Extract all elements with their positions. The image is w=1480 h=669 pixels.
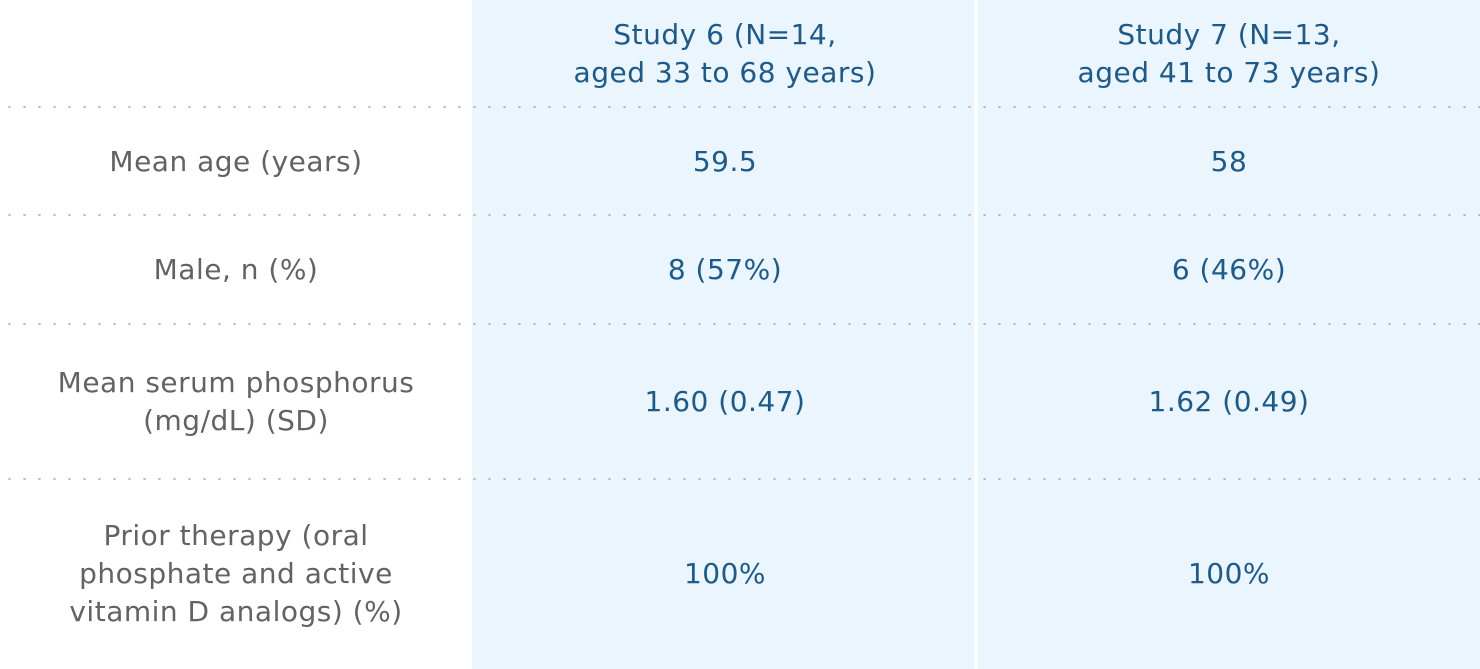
table-row-prior-therapy: Prior therapy (oral phosphate and active…: [0, 479, 1480, 669]
table-row-male: Male, n (%) 8 (57%) 6 (46%): [0, 216, 1480, 324]
study-6-value: 8 (57%): [667, 253, 783, 286]
header-study-7: Study 7 (N=13, aged 41 to 73 years): [1077, 18, 1381, 89]
row-label: Male, n (%): [153, 253, 319, 286]
row-label: Prior therapy (oral phosphate and active…: [69, 519, 403, 628]
row-divider: [0, 323, 1480, 325]
study-6-value: 59.5: [692, 145, 758, 178]
study-6-value: 1.60 (0.47): [644, 384, 806, 418]
row-divider: [0, 478, 1480, 480]
row-label: Mean serum phosphorus (mg/dL) (SD): [57, 365, 415, 437]
study-7-value: 58: [1210, 145, 1248, 178]
table-row-serum-phosphorus: Mean serum phosphorus (mg/dL) (SD) 1.60 …: [0, 324, 1480, 479]
table-row-mean-age: Mean age (years) 59.5 58: [0, 108, 1480, 216]
study-7-value: 1.62 (0.49): [1148, 384, 1310, 418]
study-7-column-background: [978, 0, 1480, 669]
row-divider: [0, 214, 1480, 216]
study-6-value: 100%: [683, 557, 767, 590]
row-label: Mean age (years): [109, 145, 363, 178]
row-divider: [0, 106, 1480, 108]
study-7-value: 100%: [1187, 557, 1271, 590]
study-7-value: 6 (46%): [1171, 253, 1287, 286]
table-header-row: Study 6 (N=14, aged 33 to 68 years) Stud…: [0, 0, 1480, 108]
header-empty-cell: [0, 0, 472, 108]
header-study-6: Study 6 (N=14, aged 33 to 68 years): [573, 18, 877, 89]
study-6-column-background: [472, 0, 974, 669]
